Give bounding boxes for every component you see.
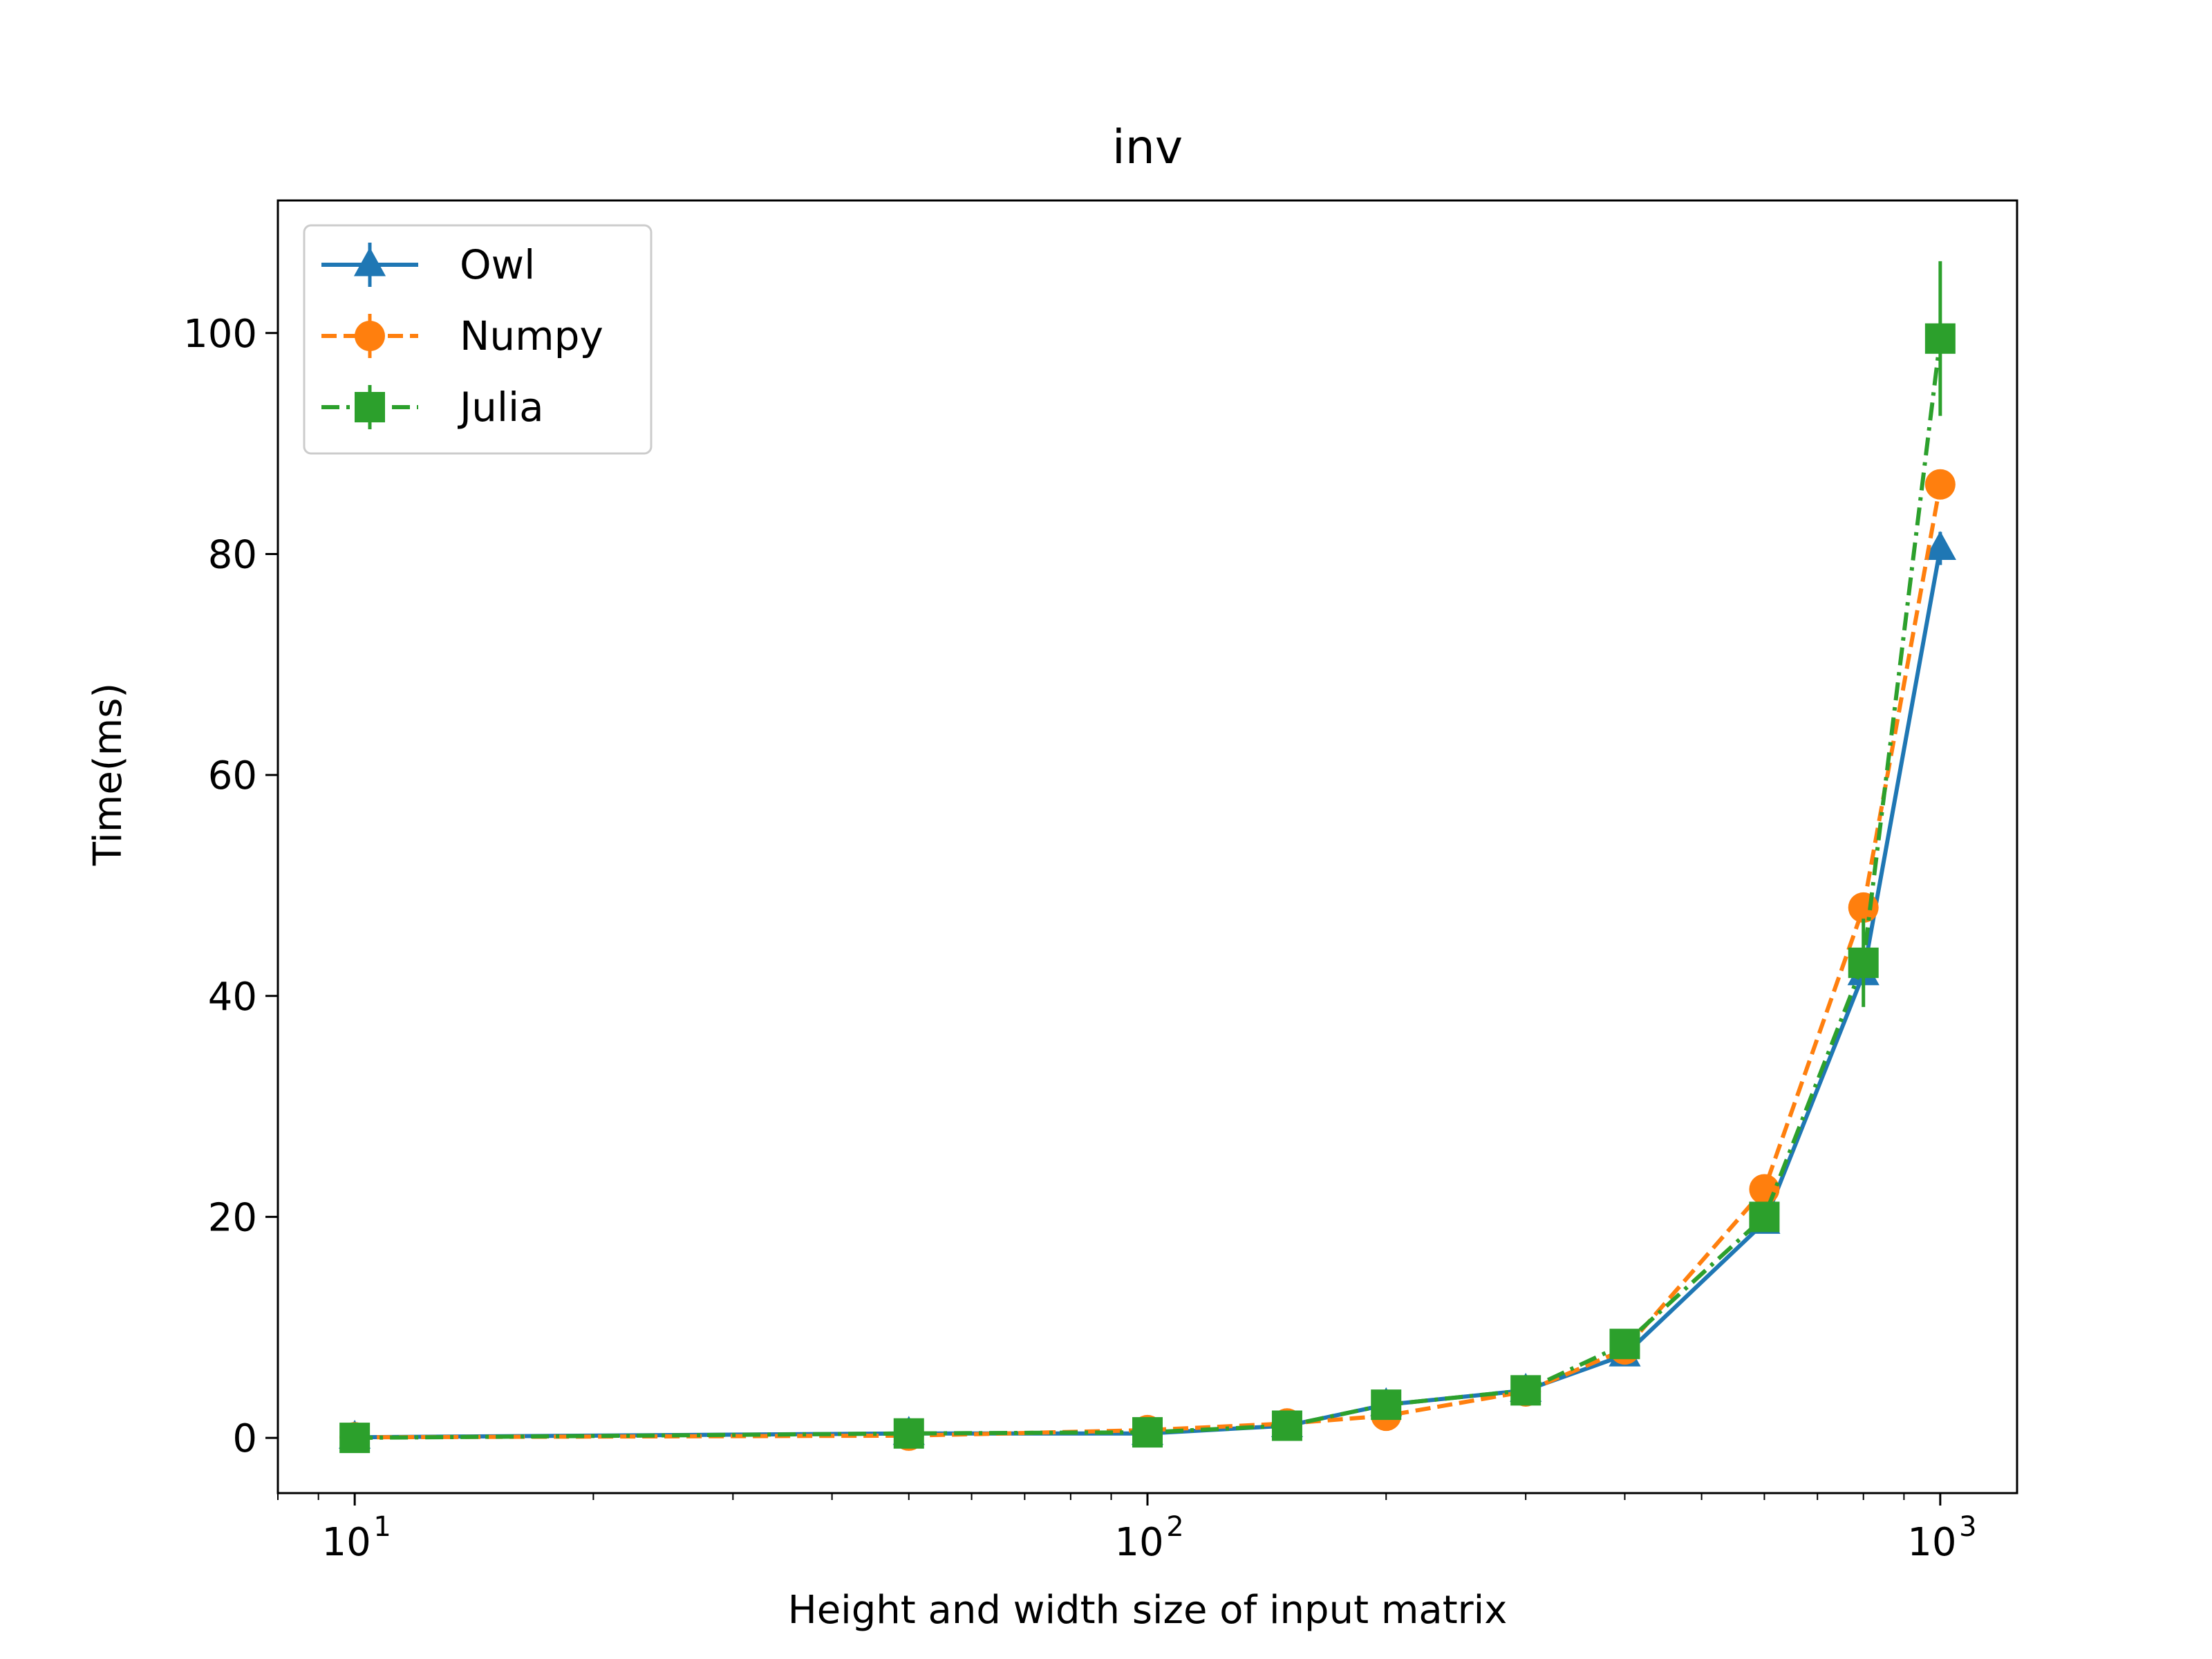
- series-line: [355, 484, 1942, 1440]
- legend-label: Numpy: [460, 312, 603, 359]
- x-tick-label: 10: [1907, 1520, 1956, 1565]
- data-point: [893, 1418, 924, 1449]
- data-point: [339, 1423, 371, 1454]
- y-tick-label: 20: [208, 1195, 257, 1240]
- chart-title: inv: [1112, 120, 1183, 175]
- data-point: [353, 247, 386, 276]
- series-numpy: [339, 469, 1956, 1453]
- series-owl: [339, 531, 1956, 1449]
- data-point: [1848, 947, 1879, 978]
- x-tick-exponent: 3: [1959, 1511, 1976, 1543]
- data-point: [355, 321, 385, 351]
- series-julia: [339, 261, 1956, 1454]
- legend: Owl Numpy Julia: [303, 224, 653, 455]
- data-point: [355, 392, 385, 422]
- y-tick-label: 80: [208, 532, 257, 577]
- x-tick-label: 10: [322, 1520, 371, 1565]
- data-point: [1924, 531, 1956, 560]
- legend-item-julia: Julia: [321, 384, 544, 431]
- series-line: [355, 547, 1942, 1440]
- plot-frame: [276, 199, 2018, 1494]
- y-tick-label: 100: [183, 312, 257, 357]
- data-point: [1271, 1410, 1302, 1441]
- legend-box: [303, 224, 653, 455]
- data-point: [1924, 323, 1956, 354]
- series-layer: [339, 261, 1956, 1454]
- y-tick-label: 40: [208, 975, 257, 1020]
- x-tick-label: 10: [1114, 1520, 1163, 1565]
- x-tick-exponent: 1: [373, 1511, 391, 1543]
- data-point: [1609, 1329, 1640, 1360]
- legend-label: Owl: [460, 241, 535, 288]
- series-line: [355, 338, 1942, 1441]
- legend-item-owl: Owl: [321, 241, 535, 288]
- data-point: [1749, 1201, 1780, 1232]
- legend-label: Julia: [458, 384, 544, 431]
- y-axis-label: Time(ms): [86, 683, 131, 866]
- legend-item-numpy: Numpy: [321, 312, 603, 359]
- y-tick-label: 0: [232, 1416, 257, 1461]
- data-point: [1924, 469, 1956, 500]
- data-point: [1371, 1389, 1402, 1421]
- data-point: [1749, 1174, 1780, 1205]
- y-tick-label: 60: [208, 753, 257, 798]
- x-tick-exponent: 2: [1166, 1511, 1183, 1543]
- data-point: [1848, 892, 1879, 923]
- x-axis-label: Height and width size of input matrix: [788, 1588, 1508, 1633]
- data-point: [1132, 1417, 1163, 1448]
- data-point: [1510, 1375, 1541, 1406]
